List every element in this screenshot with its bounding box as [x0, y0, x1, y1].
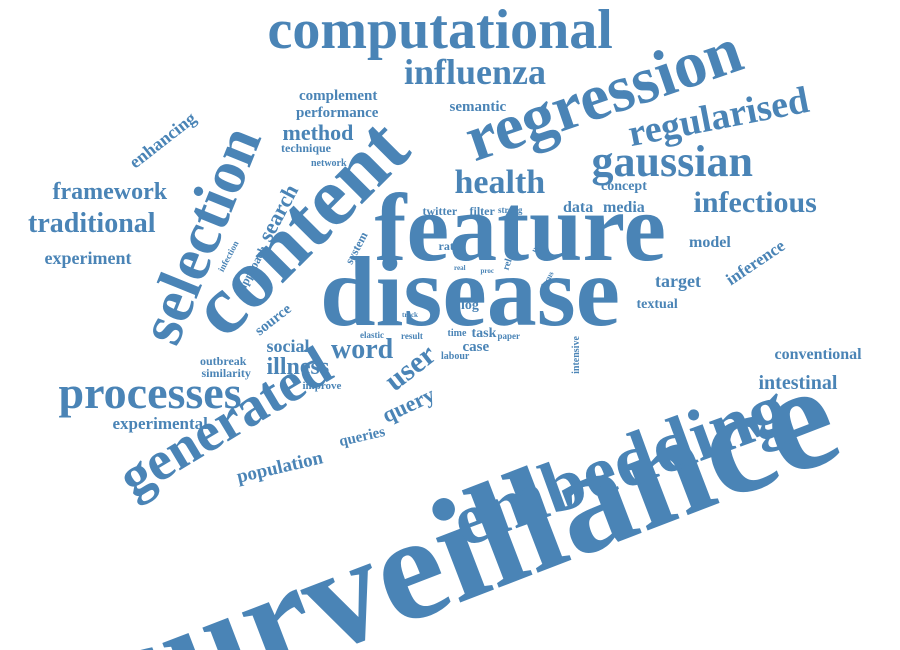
word-infectious: infectious: [693, 186, 817, 219]
word-influenza: influenza: [404, 52, 547, 92]
word-labour: labour: [441, 351, 470, 362]
word-intensive: intensive: [570, 336, 582, 374]
word-query: query: [377, 381, 438, 428]
word-computational: computational: [267, 0, 613, 61]
word-elastic: elastic: [360, 329, 384, 340]
word-model: model: [689, 234, 731, 251]
word-track: track: [402, 310, 418, 319]
word-intestinal: intestinal: [758, 372, 838, 394]
word-similarity: similarity: [201, 366, 251, 380]
word-inference: inference: [721, 235, 788, 289]
word-technique: technique: [281, 141, 332, 155]
word-health: health: [454, 164, 546, 201]
word-concept: concept: [601, 179, 647, 194]
word-queries: queries: [337, 423, 387, 450]
word-outbreak: outbreak: [200, 354, 247, 368]
word-gaussian: gaussian: [591, 137, 753, 186]
word-disease: disease: [320, 236, 620, 347]
word-framework: framework: [52, 179, 168, 205]
word-processes: processes: [58, 367, 242, 418]
word-word: word: [331, 334, 394, 365]
word-case: case: [462, 338, 490, 355]
word-task: task: [471, 326, 497, 341]
word-enhancing: enhancing: [124, 107, 200, 173]
word-proc: proc: [480, 266, 494, 275]
word-experiment: experiment: [44, 248, 132, 268]
word-population: population: [234, 446, 325, 488]
word-real: real: [454, 263, 466, 272]
word-log: log: [461, 298, 479, 313]
word-conventional: conventional: [774, 346, 862, 363]
word-target: target: [655, 271, 701, 291]
word-improve: improve: [302, 379, 342, 392]
word-illness: illness: [266, 354, 330, 380]
word-method: method: [282, 120, 354, 145]
word-rate: rate: [438, 239, 460, 253]
word-twitter: twitter: [422, 204, 458, 218]
word-filter: filter: [469, 204, 495, 218]
word-feature: feature: [374, 174, 666, 281]
word-data: data: [563, 199, 594, 216]
word-strong: strong: [498, 204, 523, 215]
word-network: network: [311, 158, 347, 169]
word-complement: complement: [299, 87, 378, 104]
word-textual: textual: [636, 297, 678, 312]
word-performance: performance: [296, 104, 379, 121]
word-experimental: experimental: [112, 413, 208, 433]
word-result: result: [401, 330, 423, 341]
word-traditional: traditional: [28, 208, 156, 239]
word-paper: paper: [497, 330, 521, 341]
word-semantic: semantic: [449, 98, 507, 115]
word-time: time: [447, 328, 467, 339]
word-media: media: [603, 199, 645, 216]
word-social: social: [266, 336, 310, 356]
